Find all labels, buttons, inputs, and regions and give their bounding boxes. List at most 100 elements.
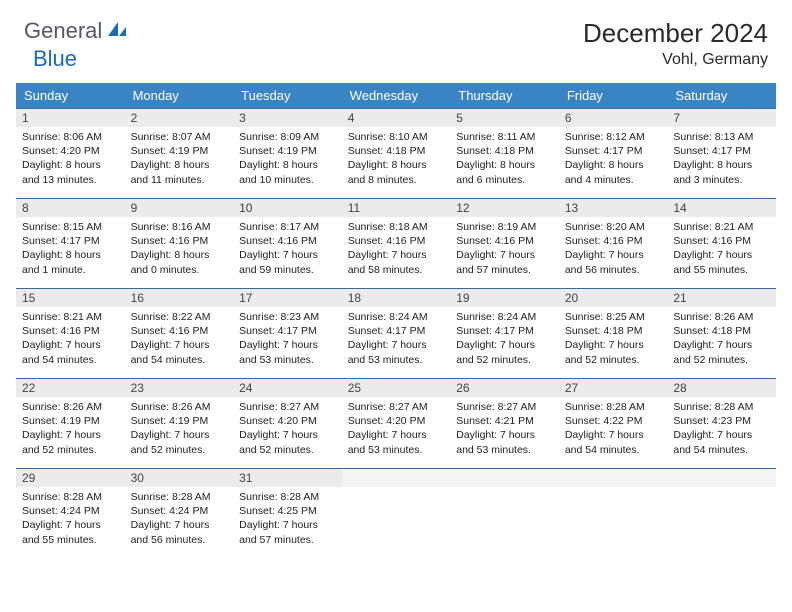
weekday-header: Wednesday [342,83,451,109]
daylight-line: Daylight: 7 hours and 53 minutes. [348,338,445,366]
day-details: Sunrise: 8:13 AMSunset: 4:17 PMDaylight:… [667,127,776,193]
daylight-line: Daylight: 8 hours and 3 minutes. [673,158,770,186]
sunrise-line: Sunrise: 8:26 AM [673,310,770,324]
sunset-line: Sunset: 4:21 PM [456,414,553,428]
daylight-line: Daylight: 7 hours and 52 minutes. [131,428,228,456]
sunrise-line: Sunrise: 8:18 AM [348,220,445,234]
weekday-header: Friday [559,83,668,109]
calendar-day-cell: 20Sunrise: 8:25 AMSunset: 4:18 PMDayligh… [559,289,668,379]
calendar-day-cell: 28Sunrise: 8:28 AMSunset: 4:23 PMDayligh… [667,379,776,469]
calendar-day-cell: 27Sunrise: 8:28 AMSunset: 4:22 PMDayligh… [559,379,668,469]
calendar-day-cell: 30Sunrise: 8:28 AMSunset: 4:24 PMDayligh… [125,469,234,559]
calendar-day-cell: 23Sunrise: 8:26 AMSunset: 4:19 PMDayligh… [125,379,234,469]
calendar-day-cell: 24Sunrise: 8:27 AMSunset: 4:20 PMDayligh… [233,379,342,469]
sunset-line: Sunset: 4:19 PM [131,414,228,428]
calendar-day-cell: 26Sunrise: 8:27 AMSunset: 4:21 PMDayligh… [450,379,559,469]
sunrise-line: Sunrise: 8:13 AM [673,130,770,144]
day-details: Sunrise: 8:21 AMSunset: 4:16 PMDaylight:… [16,307,125,373]
day-details: Sunrise: 8:11 AMSunset: 4:18 PMDaylight:… [450,127,559,193]
day-details: Sunrise: 8:26 AMSunset: 4:19 PMDaylight:… [125,397,234,463]
sunset-line: Sunset: 4:17 PM [456,324,553,338]
sunrise-line: Sunrise: 8:28 AM [565,400,662,414]
sunset-line: Sunset: 4:22 PM [565,414,662,428]
daylight-line: Daylight: 7 hours and 52 minutes. [456,338,553,366]
sunset-line: Sunset: 4:25 PM [239,504,336,518]
day-number: 12 [450,199,559,217]
day-number: 14 [667,199,776,217]
sunrise-line: Sunrise: 8:25 AM [565,310,662,324]
sunset-line: Sunset: 4:18 PM [565,324,662,338]
sunset-line: Sunset: 4:17 PM [22,234,119,248]
daylight-line: Daylight: 7 hours and 53 minutes. [348,428,445,456]
calendar-day-cell [559,469,668,559]
day-details: Sunrise: 8:28 AMSunset: 4:23 PMDaylight:… [667,397,776,463]
day-number: 13 [559,199,668,217]
sunrise-line: Sunrise: 8:07 AM [131,130,228,144]
daylight-line: Daylight: 8 hours and 6 minutes. [456,158,553,186]
day-details: Sunrise: 8:18 AMSunset: 4:16 PMDaylight:… [342,217,451,283]
calendar-day-cell [450,469,559,559]
sunset-line: Sunset: 4:16 PM [239,234,336,248]
weekday-header: Sunday [16,83,125,109]
day-details: Sunrise: 8:12 AMSunset: 4:17 PMDaylight:… [559,127,668,193]
sunset-line: Sunset: 4:18 PM [456,144,553,158]
daylight-line: Daylight: 7 hours and 53 minutes. [456,428,553,456]
brand-logo: General [24,18,130,44]
daylight-line: Daylight: 8 hours and 13 minutes. [22,158,119,186]
day-number-empty [450,469,559,487]
sunset-line: Sunset: 4:19 PM [239,144,336,158]
day-details: Sunrise: 8:06 AMSunset: 4:20 PMDaylight:… [16,127,125,193]
sunset-line: Sunset: 4:16 PM [22,324,119,338]
day-details: Sunrise: 8:28 AMSunset: 4:24 PMDaylight:… [16,487,125,553]
sunset-line: Sunset: 4:17 PM [673,144,770,158]
day-number: 24 [233,379,342,397]
sunset-line: Sunset: 4:17 PM [565,144,662,158]
sunrise-line: Sunrise: 8:27 AM [239,400,336,414]
daylight-line: Daylight: 7 hours and 58 minutes. [348,248,445,276]
day-details: Sunrise: 8:17 AMSunset: 4:16 PMDaylight:… [233,217,342,283]
day-number: 30 [125,469,234,487]
day-number: 11 [342,199,451,217]
daylight-line: Daylight: 7 hours and 54 minutes. [131,338,228,366]
day-number: 15 [16,289,125,307]
logo-sail-icon [106,20,128,43]
daylight-line: Daylight: 8 hours and 4 minutes. [565,158,662,186]
sunset-line: Sunset: 4:24 PM [22,504,119,518]
sunrise-line: Sunrise: 8:28 AM [239,490,336,504]
sunrise-line: Sunrise: 8:26 AM [22,400,119,414]
day-details: Sunrise: 8:16 AMSunset: 4:16 PMDaylight:… [125,217,234,283]
day-number: 25 [342,379,451,397]
daylight-line: Daylight: 7 hours and 54 minutes. [673,428,770,456]
day-details: Sunrise: 8:19 AMSunset: 4:16 PMDaylight:… [450,217,559,283]
day-number: 6 [559,109,668,127]
calendar-day-cell: 12Sunrise: 8:19 AMSunset: 4:16 PMDayligh… [450,199,559,289]
sunrise-line: Sunrise: 8:28 AM [131,490,228,504]
sunset-line: Sunset: 4:20 PM [239,414,336,428]
sunset-line: Sunset: 4:18 PM [673,324,770,338]
calendar-day-cell: 3Sunrise: 8:09 AMSunset: 4:19 PMDaylight… [233,109,342,199]
sunset-line: Sunset: 4:17 PM [239,324,336,338]
calendar-day-cell: 31Sunrise: 8:28 AMSunset: 4:25 PMDayligh… [233,469,342,559]
calendar-day-cell: 5Sunrise: 8:11 AMSunset: 4:18 PMDaylight… [450,109,559,199]
day-number: 18 [342,289,451,307]
sunrise-line: Sunrise: 8:20 AM [565,220,662,234]
sunset-line: Sunset: 4:19 PM [131,144,228,158]
calendar-day-cell: 6Sunrise: 8:12 AMSunset: 4:17 PMDaylight… [559,109,668,199]
daylight-line: Daylight: 7 hours and 52 minutes. [22,428,119,456]
sunrise-line: Sunrise: 8:21 AM [673,220,770,234]
sunrise-line: Sunrise: 8:17 AM [239,220,336,234]
daylight-line: Daylight: 7 hours and 56 minutes. [565,248,662,276]
calendar-day-cell [342,469,451,559]
day-number: 29 [16,469,125,487]
title-block: December 2024 Vohl, Germany [583,18,768,69]
day-number: 16 [125,289,234,307]
sunrise-line: Sunrise: 8:28 AM [673,400,770,414]
daylight-line: Daylight: 7 hours and 57 minutes. [239,518,336,546]
sunset-line: Sunset: 4:20 PM [22,144,119,158]
day-number: 26 [450,379,559,397]
calendar-day-cell: 10Sunrise: 8:17 AMSunset: 4:16 PMDayligh… [233,199,342,289]
day-number: 1 [16,109,125,127]
daylight-line: Daylight: 7 hours and 59 minutes. [239,248,336,276]
day-details: Sunrise: 8:28 AMSunset: 4:24 PMDaylight:… [125,487,234,553]
day-number: 19 [450,289,559,307]
